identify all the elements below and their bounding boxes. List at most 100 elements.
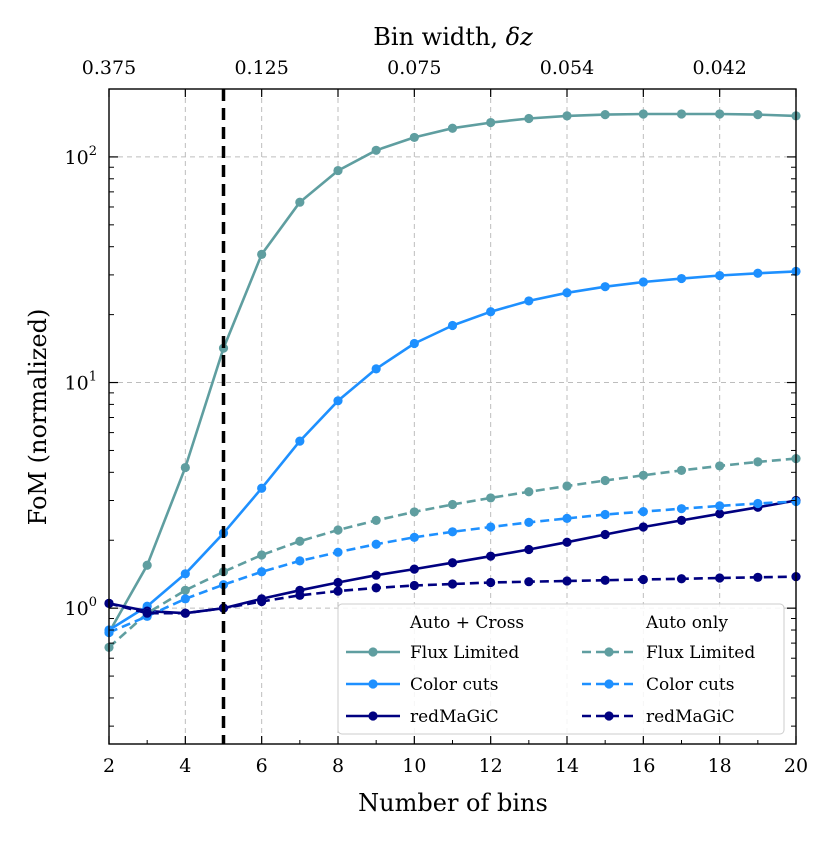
legend-column-title: Auto only	[645, 613, 728, 633]
y-tick-label: 102	[65, 144, 97, 169]
data-point	[715, 109, 725, 119]
data-point	[295, 536, 305, 546]
data-point	[600, 110, 610, 120]
data-point	[486, 551, 496, 561]
y-tick-label: 101	[65, 370, 97, 395]
legend-marker	[368, 679, 378, 689]
data-point	[486, 577, 496, 588]
x-tick-label: 6	[256, 755, 268, 777]
data-point	[333, 547, 343, 557]
y-tick-exponent: 0	[89, 595, 97, 610]
data-point	[447, 579, 458, 589]
data-point	[600, 475, 610, 486]
y-tick-label: 100	[65, 595, 97, 620]
data-point	[600, 529, 610, 540]
data-point	[524, 577, 534, 587]
data-point	[142, 560, 152, 570]
data-point	[715, 573, 725, 583]
series-lines	[104, 109, 801, 653]
data-point	[447, 123, 458, 133]
data-point	[638, 506, 648, 517]
data-point	[676, 109, 687, 119]
data-point	[447, 320, 458, 331]
data-point	[333, 525, 343, 535]
data-point	[409, 132, 419, 143]
data-point	[715, 461, 725, 471]
data-point	[142, 608, 152, 618]
legend-marker	[604, 647, 614, 657]
data-point	[409, 507, 419, 517]
data-point	[409, 580, 419, 591]
axis-ticks: 2 4 6 8 10 12 14 16 18 200.375 0.125 0.075 0.054 0.04…	[65, 57, 809, 777]
legend-label: Color cuts	[646, 675, 734, 695]
legend-marker	[368, 647, 378, 657]
data-point	[180, 462, 190, 473]
data-point	[218, 343, 229, 353]
data-point	[562, 481, 572, 491]
top-axis-label-symbol: δz	[506, 23, 533, 51]
data-point	[638, 277, 648, 287]
data-point	[562, 537, 572, 547]
data-point	[295, 590, 305, 600]
data-point	[638, 109, 648, 119]
y-axis-label: FoM (normalized)	[24, 309, 52, 526]
data-point	[257, 483, 267, 493]
data-point	[676, 465, 687, 475]
data-point	[371, 145, 381, 155]
data-point	[180, 585, 190, 595]
data-point	[562, 513, 572, 523]
x-tick-label: 10	[402, 755, 426, 777]
y-tick-base: 10	[65, 598, 89, 620]
y-tick-base: 10	[65, 147, 89, 169]
data-point	[371, 539, 381, 549]
series-0	[104, 109, 801, 638]
data-point	[180, 569, 190, 579]
data-point	[486, 117, 496, 128]
legend-label: redMaGiC	[646, 707, 735, 727]
data-point	[638, 470, 648, 480]
legend-box	[337, 603, 785, 735]
series-line	[107, 112, 797, 634]
data-point	[447, 527, 458, 537]
data-point	[333, 165, 343, 176]
data-point	[524, 487, 534, 497]
data-point	[333, 577, 343, 588]
top-axis-label: Bin width, δz	[373, 23, 533, 51]
x-tick-label: 16	[631, 755, 655, 777]
data-point	[715, 509, 725, 519]
data-point	[447, 558, 458, 568]
top-tick-label: 0.075	[387, 57, 441, 79]
x-tick-label: 20	[784, 755, 808, 777]
data-point	[715, 501, 725, 511]
data-point	[638, 522, 648, 532]
data-point	[257, 550, 267, 560]
data-point	[333, 396, 343, 406]
y-tick-base: 10	[65, 373, 89, 395]
x-tick-label: 2	[103, 755, 115, 777]
data-point	[753, 498, 763, 509]
series-2	[104, 495, 801, 618]
data-point	[524, 517, 534, 527]
data-point	[371, 583, 381, 593]
top-tick-label: 0.054	[540, 57, 594, 79]
data-point	[676, 515, 687, 525]
data-point	[371, 570, 381, 580]
data-point	[371, 515, 381, 525]
data-point	[257, 596, 267, 607]
data-point	[486, 307, 496, 317]
data-point	[562, 111, 572, 121]
data-point	[600, 282, 610, 292]
y-tick-exponent: 2	[89, 144, 97, 159]
legend-label: Flux Limited	[410, 643, 519, 663]
legend-marker	[604, 679, 614, 689]
data-point	[676, 273, 687, 284]
data-point	[753, 572, 763, 582]
data-point	[295, 436, 305, 446]
legend-marker	[604, 711, 614, 721]
data-point	[371, 364, 381, 374]
x-tick-label: 14	[555, 755, 579, 777]
data-point	[562, 576, 572, 586]
x-axis-label: Number of bins	[358, 789, 548, 817]
data-point	[638, 574, 648, 585]
data-point	[715, 270, 725, 281]
